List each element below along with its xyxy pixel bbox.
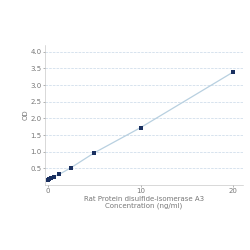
Y-axis label: OD: OD [23, 110, 29, 120]
Point [57, 172, 61, 176]
Point [69, 166, 73, 170]
X-axis label: Rat Protein disulfide-isomerase A3
Concentration (ng/ml): Rat Protein disulfide-isomerase A3 Conce… [84, 196, 204, 209]
Point [49, 176, 53, 180]
Point [231, 70, 235, 74]
Point [138, 126, 142, 130]
Point [47, 177, 51, 181]
Point [92, 151, 96, 155]
Point [46, 178, 50, 182]
Point [52, 174, 56, 178]
